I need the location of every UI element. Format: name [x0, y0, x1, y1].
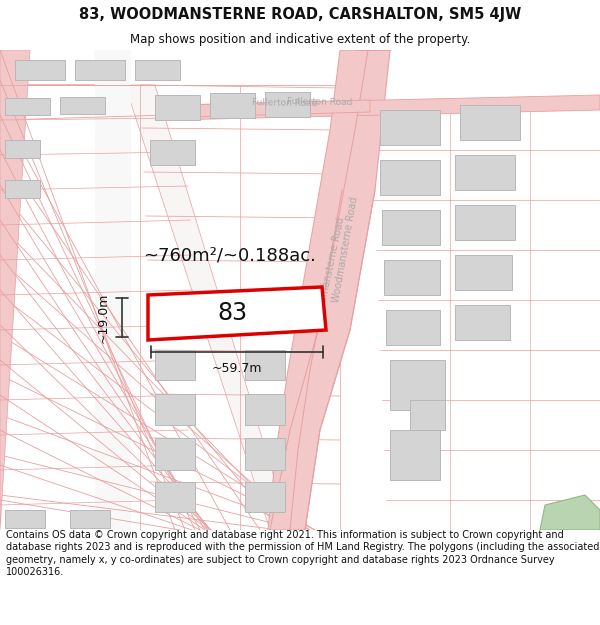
Polygon shape: [155, 438, 195, 470]
Polygon shape: [15, 60, 65, 80]
Polygon shape: [135, 60, 180, 80]
Polygon shape: [210, 93, 255, 118]
Polygon shape: [5, 98, 50, 115]
Polygon shape: [390, 430, 440, 480]
Polygon shape: [148, 287, 326, 340]
Polygon shape: [245, 394, 285, 425]
Polygon shape: [455, 205, 515, 240]
Polygon shape: [70, 510, 110, 528]
Polygon shape: [265, 92, 310, 117]
Polygon shape: [60, 97, 105, 114]
Text: Fullerton Road: Fullerton Road: [287, 97, 353, 107]
Text: Woodmansterne Road: Woodmansterne Road: [314, 216, 346, 324]
Polygon shape: [455, 255, 512, 290]
Polygon shape: [155, 394, 195, 425]
Polygon shape: [384, 260, 440, 295]
Polygon shape: [95, 50, 130, 530]
Polygon shape: [540, 495, 600, 530]
Text: 83, WOODMANSTERNE ROAD, CARSHALTON, SM5 4JW: 83, WOODMANSTERNE ROAD, CARSHALTON, SM5 …: [79, 8, 521, 22]
Polygon shape: [245, 438, 285, 470]
Polygon shape: [5, 180, 40, 198]
Polygon shape: [268, 50, 368, 530]
Polygon shape: [270, 50, 390, 530]
Text: ~59.7m: ~59.7m: [212, 361, 262, 374]
Polygon shape: [5, 140, 40, 158]
Polygon shape: [380, 110, 440, 145]
Polygon shape: [150, 140, 195, 165]
Text: Map shows position and indicative extent of the property.: Map shows position and indicative extent…: [130, 34, 470, 46]
Text: 83: 83: [217, 301, 247, 325]
Polygon shape: [0, 85, 290, 530]
Polygon shape: [460, 105, 520, 140]
Polygon shape: [5, 510, 45, 528]
Text: Woodmansterne Road: Woodmansterne Road: [331, 196, 359, 304]
Polygon shape: [185, 100, 370, 117]
Polygon shape: [245, 350, 285, 380]
Polygon shape: [382, 210, 440, 245]
Text: ~19.0m: ~19.0m: [97, 292, 110, 342]
Polygon shape: [455, 305, 510, 340]
Polygon shape: [155, 95, 200, 120]
Polygon shape: [75, 60, 125, 80]
Polygon shape: [386, 310, 440, 345]
Polygon shape: [390, 360, 445, 410]
Polygon shape: [155, 482, 195, 512]
Polygon shape: [380, 160, 440, 195]
Text: Fullerton Road: Fullerton Road: [252, 98, 318, 108]
Text: ~760m²/~0.188ac.: ~760m²/~0.188ac.: [143, 246, 316, 264]
Polygon shape: [155, 350, 195, 380]
Polygon shape: [410, 400, 445, 430]
Polygon shape: [0, 50, 30, 530]
Polygon shape: [170, 95, 600, 120]
Polygon shape: [455, 155, 515, 190]
Text: Contains OS data © Crown copyright and database right 2021. This information is : Contains OS data © Crown copyright and d…: [6, 530, 599, 578]
Polygon shape: [245, 482, 285, 512]
